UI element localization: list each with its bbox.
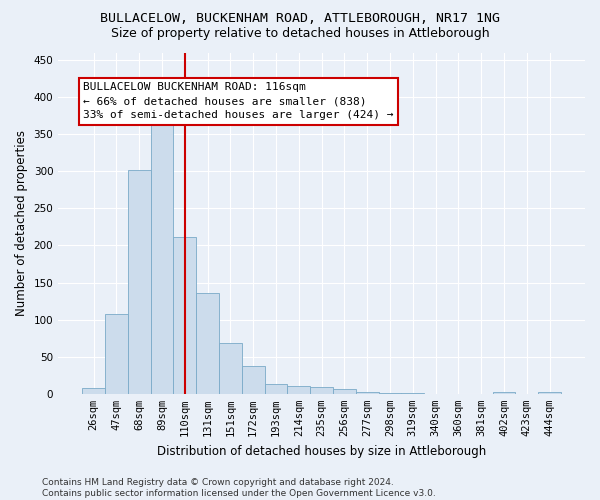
Bar (379, 393, 401, 394)
Bar (265, 384, 287, 394)
Bar (128, 170, 151, 394)
Bar (493, 392, 515, 394)
Text: BULLACELOW, BUCKENHAM ROAD, ATTLEBOROUGH, NR17 1NG: BULLACELOW, BUCKENHAM ROAD, ATTLEBOROUGH… (100, 12, 500, 26)
Bar (333, 390, 356, 394)
X-axis label: Distribution of detached houses by size in Attleborough: Distribution of detached houses by size … (157, 444, 486, 458)
Bar (196, 293, 219, 394)
Bar (287, 386, 310, 394)
Bar (173, 236, 196, 394)
Bar (105, 314, 128, 394)
Bar (242, 366, 265, 394)
Bar (538, 392, 561, 394)
Bar (219, 344, 242, 394)
Text: Contains HM Land Registry data © Crown copyright and database right 2024.
Contai: Contains HM Land Registry data © Crown c… (42, 478, 436, 498)
Bar (151, 125, 173, 394)
Bar (82, 388, 105, 394)
Y-axis label: Number of detached properties: Number of detached properties (15, 130, 28, 316)
Text: BULLACELOW BUCKENHAM ROAD: 116sqm
← 66% of detached houses are smaller (838)
33%: BULLACELOW BUCKENHAM ROAD: 116sqm ← 66% … (83, 82, 394, 120)
Text: Size of property relative to detached houses in Attleborough: Size of property relative to detached ho… (110, 28, 490, 40)
Bar (401, 393, 424, 394)
Bar (310, 387, 333, 394)
Bar (356, 392, 379, 394)
